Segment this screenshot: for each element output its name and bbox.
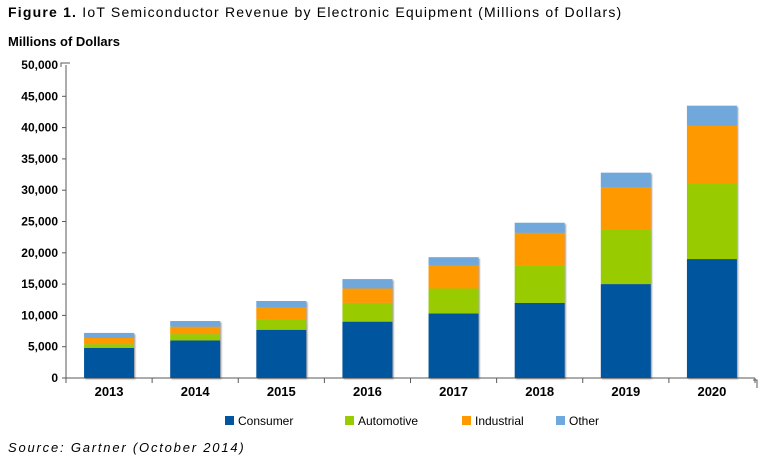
svg-text:2015: 2015 — [267, 384, 296, 399]
svg-text:50,000: 50,000 — [21, 58, 58, 72]
svg-text:2013: 2013 — [95, 384, 124, 399]
svg-text:2017: 2017 — [439, 384, 468, 399]
svg-text:15,000: 15,000 — [21, 277, 58, 291]
svg-text:2018: 2018 — [525, 384, 554, 399]
svg-text:2019: 2019 — [611, 384, 640, 399]
svg-text:40,000: 40,000 — [21, 121, 58, 135]
svg-text:35,000: 35,000 — [21, 152, 58, 166]
svg-text:30,000: 30,000 — [21, 183, 58, 197]
svg-text:2020: 2020 — [697, 384, 726, 399]
svg-text:45,000: 45,000 — [21, 89, 58, 103]
svg-text:25,000: 25,000 — [21, 215, 58, 229]
svg-text:5,000: 5,000 — [28, 340, 58, 354]
svg-text:0: 0 — [51, 371, 58, 385]
svg-text:10,000: 10,000 — [21, 308, 58, 322]
svg-text:2016: 2016 — [353, 384, 382, 399]
svg-text:2014: 2014 — [181, 384, 211, 399]
svg-text:20,000: 20,000 — [21, 246, 58, 260]
